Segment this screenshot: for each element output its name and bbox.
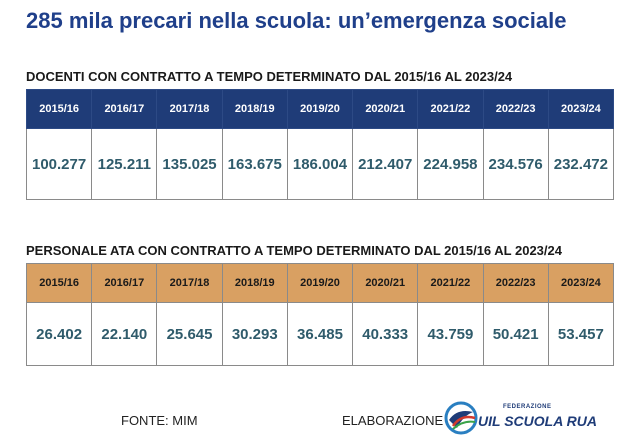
ata-values-row: 26.402 22.140 25.645 30.293 36.485 40.333 43.7… <box>25 302 615 366</box>
logo-federazione-text: FEDERAZIONE <box>503 404 552 410</box>
ata-table-title: PERSONALE ATA CON CONTRATTO A TEMPO DETE… <box>26 243 562 258</box>
ata-value-cell: 53.457 <box>547 302 615 366</box>
ata-year-header: 2022/23 <box>482 263 549 303</box>
ata-value-cell: 26.402 <box>25 302 93 366</box>
docenti-year-header: 2020/21 <box>352 89 419 129</box>
docenti-year-header: 2023/24 <box>547 89 615 129</box>
docenti-year-header: 2018/19 <box>221 89 288 129</box>
ata-year-header: 2017/18 <box>156 263 223 303</box>
ata-value-cell: 36.485 <box>286 302 354 366</box>
docenti-table-title: DOCENTI CON CONTRATTO A TEMPO DETERMINAT… <box>26 69 513 84</box>
ata-year-header: 2019/20 <box>286 263 354 303</box>
ata-year-header: 2020/21 <box>352 263 419 303</box>
docenti-value-cell: 125.211 <box>91 128 158 200</box>
docenti-table: 2015/16 2016/17 2017/18 2018/19 2019/20 2020/… <box>25 89 615 200</box>
ata-year-header: 2016/17 <box>91 263 158 303</box>
ata-value-cell: 40.333 <box>352 302 419 366</box>
docenti-year-header: 2015/16 <box>25 89 93 129</box>
ata-year-header: 2021/22 <box>417 263 484 303</box>
docenti-year-header: 2021/22 <box>417 89 484 129</box>
ata-value-cell: 30.293 <box>221 302 288 366</box>
docenti-value-cell: 135.025 <box>156 128 223 200</box>
docenti-value-cell: 212.407 <box>352 128 419 200</box>
ata-year-header: 2023/24 <box>547 263 615 303</box>
uil-scuola-logo: FEDERAZIONE UIL SCUOLA RUA <box>443 400 597 436</box>
docenti-value-cell: 186.004 <box>286 128 354 200</box>
docenti-values-row: 100.277 125.211 135.025 163.675 186.004 212.4… <box>25 128 615 200</box>
docenti-value-cell: 100.277 <box>25 128 93 200</box>
ata-header-row: 2015/16 2016/17 2017/18 2018/19 2019/20 2020/… <box>25 263 615 303</box>
docenti-year-header: 2016/17 <box>91 89 158 129</box>
page-title: 285 mila precari nella scuola: un’emerge… <box>26 8 567 33</box>
ata-value-cell: 50.421 <box>482 302 549 366</box>
docenti-header-row: 2015/16 2016/17 2017/18 2018/19 2019/20 2020/… <box>25 89 615 129</box>
ata-year-header: 2018/19 <box>221 263 288 303</box>
logo-emblem-icon <box>444 401 478 435</box>
ata-year-header: 2015/16 <box>25 263 93 303</box>
logo-uil-scuola-rua-text: UIL SCUOLA RUA <box>478 413 597 429</box>
docenti-year-header: 2019/20 <box>286 89 354 129</box>
ata-value-cell: 22.140 <box>91 302 158 366</box>
ata-table: 2015/16 2016/17 2017/18 2018/19 2019/20 2020/… <box>25 263 615 366</box>
ata-value-cell: 25.645 <box>156 302 223 366</box>
docenti-year-header: 2022/23 <box>482 89 549 129</box>
source-note: FONTE: MIM <box>121 413 198 428</box>
docenti-value-cell: 232.472 <box>547 128 615 200</box>
docenti-value-cell: 234.576 <box>482 128 549 200</box>
docenti-value-cell: 224.958 <box>417 128 484 200</box>
ata-value-cell: 43.759 <box>417 302 484 366</box>
docenti-value-cell: 163.675 <box>221 128 288 200</box>
docenti-year-header: 2017/18 <box>156 89 223 129</box>
elaboration-label: ELABORAZIONE <box>342 413 444 428</box>
